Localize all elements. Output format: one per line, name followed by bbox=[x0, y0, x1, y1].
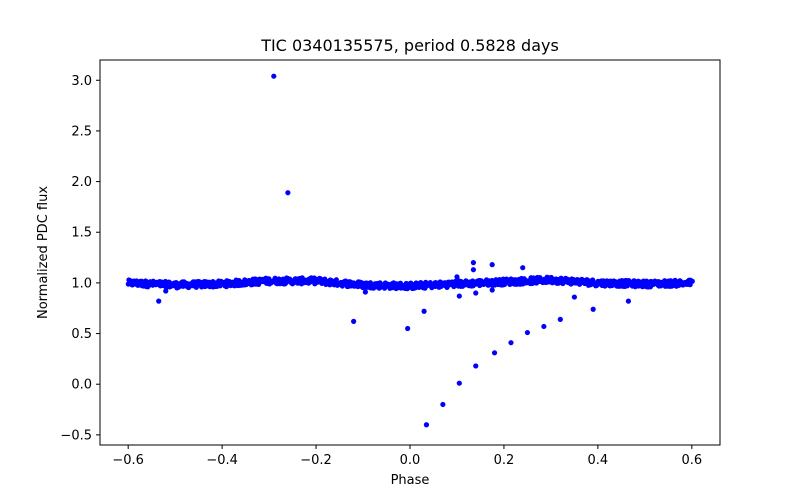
x-axis: −0.6 −0.4 −0.2 0.0 0.2 0.4 0.6 bbox=[112, 445, 702, 468]
y-tick-label: 2.5 bbox=[71, 124, 92, 139]
outlier-point bbox=[473, 290, 479, 296]
outlier-point bbox=[571, 294, 577, 300]
outlier-point bbox=[473, 363, 479, 369]
y-tick-label: 3.0 bbox=[71, 74, 92, 89]
y-axis-label: Normalized PDC flux bbox=[36, 186, 51, 319]
outlier-point bbox=[590, 306, 596, 312]
outlier-point bbox=[524, 329, 531, 336]
x-tick-label: −0.6 bbox=[112, 453, 144, 468]
y-tick-label: 0.0 bbox=[71, 378, 92, 393]
x-tick-label: −0.4 bbox=[206, 453, 238, 468]
plot-frame bbox=[99, 59, 721, 446]
outlier-point bbox=[362, 289, 368, 295]
x-axis-label: Phase bbox=[391, 473, 430, 488]
x-tick-label: 0.2 bbox=[494, 453, 515, 468]
outlier-point bbox=[440, 401, 446, 408]
outlier-point bbox=[470, 267, 477, 273]
data-points bbox=[125, 73, 695, 428]
baseline-point bbox=[143, 278, 149, 284]
y-tick-label: 1.0 bbox=[71, 276, 92, 291]
x-tick-label: 0.4 bbox=[588, 453, 609, 468]
y-tick-label: 0.5 bbox=[71, 327, 92, 342]
outlier-point bbox=[489, 287, 495, 293]
outlier-point bbox=[271, 73, 277, 79]
outlier-point bbox=[456, 380, 462, 386]
outlier-point bbox=[456, 293, 462, 299]
y-tick-label: 2.0 bbox=[71, 175, 92, 190]
outlier-point bbox=[156, 298, 162, 304]
x-tick-label: 0.0 bbox=[400, 453, 421, 468]
chart-title: TIC 0340135575, period 0.5828 days bbox=[260, 36, 559, 55]
x-tick-label: −0.2 bbox=[300, 453, 332, 468]
outlier-point bbox=[491, 350, 498, 356]
baseline-point bbox=[689, 278, 695, 284]
outlier-point bbox=[508, 340, 514, 346]
outlier-point bbox=[163, 288, 169, 294]
outlier-point bbox=[421, 308, 427, 314]
outlier-point bbox=[454, 274, 460, 280]
outlier-point bbox=[285, 190, 291, 196]
outlier-point bbox=[470, 260, 477, 266]
outlier-point bbox=[625, 298, 632, 304]
y-tick-label: −0.5 bbox=[60, 428, 92, 443]
outlier-point bbox=[423, 422, 430, 428]
y-axis: −0.5 0.0 0.5 1.0 1.5 2.0 2.5 3.0 bbox=[60, 74, 100, 443]
outlier-point bbox=[405, 325, 411, 332]
outlier-point bbox=[557, 316, 563, 322]
outlier-point bbox=[520, 265, 526, 271]
outlier-point bbox=[541, 323, 547, 330]
x-tick-label: 0.6 bbox=[681, 453, 702, 468]
y-tick-label: 1.5 bbox=[71, 226, 92, 241]
outlier-point bbox=[489, 262, 495, 268]
outlier-point bbox=[351, 318, 357, 324]
